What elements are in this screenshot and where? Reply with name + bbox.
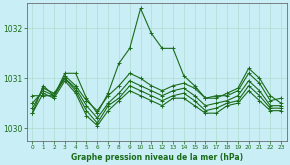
X-axis label: Graphe pression niveau de la mer (hPa): Graphe pression niveau de la mer (hPa) [71, 152, 243, 162]
